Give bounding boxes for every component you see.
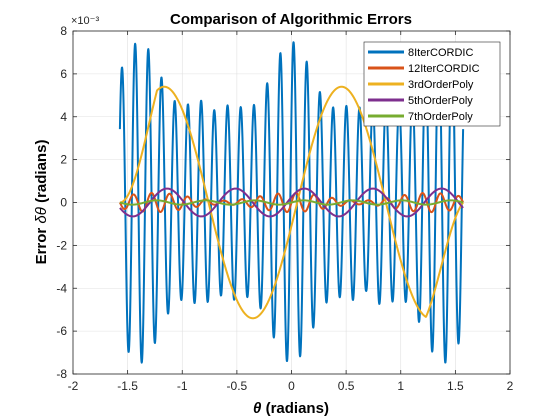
x-tick-label: -0.5	[227, 379, 248, 393]
x-tick-label: -2	[68, 379, 79, 393]
legend-label-7thOrderPoly: 7thOrderPoly	[408, 111, 473, 123]
legend-label-3rdOrderPoly: 3rdOrderPoly	[408, 79, 474, 91]
series-lines	[118, 41, 465, 364]
y-tick-label: -4	[56, 281, 67, 295]
legend-label-5thOrderPoly: 5thOrderPoly	[408, 95, 473, 107]
x-tick-label: 1	[397, 379, 404, 393]
series-line-8IterCORDIC	[118, 41, 465, 364]
y-axis-label: Error δθ (radians)	[33, 140, 50, 265]
x-tick-label: -1	[177, 379, 188, 393]
y-exponent-label: ×10⁻³	[71, 15, 99, 27]
legend-items: 8IterCORDIC 12IterCORDIC 3rdOrderPoly 5thOr…	[368, 47, 480, 123]
x-axis-label: θ (radians)	[253, 400, 329, 417]
tick-marks	[72, 30, 511, 375]
y-tick-label: 2	[60, 153, 67, 167]
legend-label-12IterCORDIC: 12IterCORDIC	[408, 63, 480, 75]
y-tick-label: 6	[60, 67, 67, 81]
x-tick-label: -1.5	[117, 379, 138, 393]
y-tick-label: -2	[56, 238, 67, 252]
x-tick-label: 2	[507, 379, 514, 393]
series-line-7thOrderPoly	[119, 199, 464, 206]
x-tick-label: 0	[288, 379, 295, 393]
legend: 8IterCORDIC 12IterCORDIC 3rdOrderPoly 5thOr…	[363, 41, 501, 127]
x-tick-label: 0.5	[338, 379, 355, 393]
y-tick-label: -8	[56, 367, 67, 381]
chart-title: Comparison of Algorithmic Errors	[170, 11, 412, 28]
y-tick-label: 8	[60, 24, 67, 38]
series-line-3rdOrderPoly	[119, 85, 464, 320]
y-tick-label: -6	[56, 324, 67, 338]
y-tick-label: 4	[60, 110, 67, 124]
y-axis-prefix: Error	[33, 224, 50, 265]
y-tick-labels: -8 -6 -4 -2 0 2 4 6 8	[56, 24, 67, 381]
x-tick-label: 1.5	[447, 379, 464, 393]
x-tick-labels: -2 -1.5 -1 -0.5 0 0.5 1 1.5 2	[68, 379, 514, 393]
y-tick-label: 0	[60, 196, 67, 210]
x-axis-symbol: θ	[253, 400, 262, 417]
x-axis-text: (radians)	[261, 400, 329, 417]
y-axis-suffix: (radians)	[33, 140, 50, 208]
series-line-5thOrderPoly	[119, 187, 464, 218]
y-axis-symbol: δθ	[33, 207, 50, 223]
legend-label-8IterCORDIC: 8IterCORDIC	[408, 47, 473, 59]
